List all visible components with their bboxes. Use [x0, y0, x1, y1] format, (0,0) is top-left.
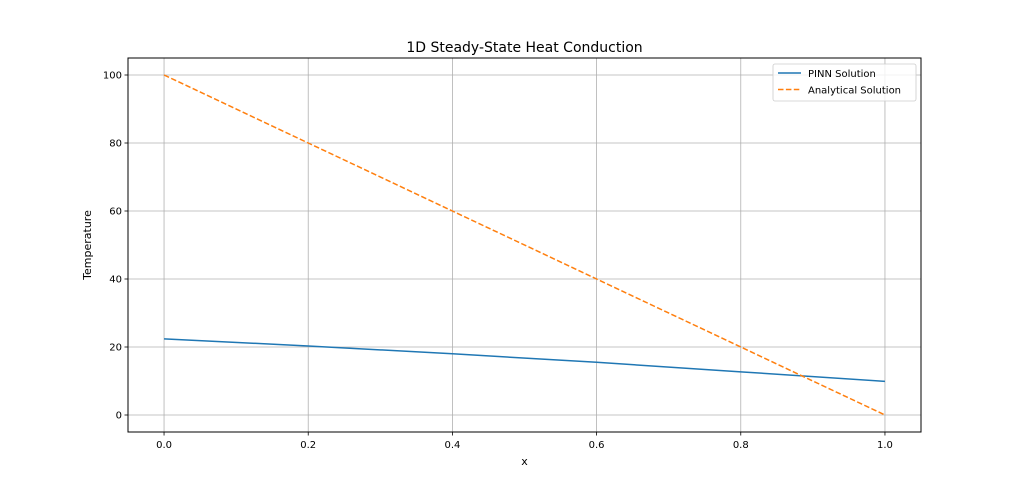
y-tick-label: 0	[116, 411, 122, 422]
y-axis-label: Temperature	[81, 210, 94, 281]
x-tick-label: 1.0	[877, 440, 893, 451]
x-tick-label: 0.0	[156, 440, 172, 451]
series-line-analytical-solution	[163, 74, 886, 416]
legend: PINN Solution Analytical Solution	[772, 63, 917, 102]
plot-frame	[127, 57, 922, 433]
x-tick-label: 0.6	[589, 440, 605, 451]
y-tick-label: 80	[109, 139, 122, 150]
x-tick-label: 0.8	[733, 440, 749, 451]
series-line-pinn-solution	[164, 338, 886, 383]
y-tick-label: 60	[109, 207, 122, 218]
y-tick-label: 40	[109, 275, 122, 286]
legend-label: Analytical Solution	[808, 86, 901, 97]
x-axis-label: x	[521, 455, 528, 468]
series-lines	[163, 74, 886, 416]
y-tick-label: 20	[109, 343, 122, 354]
y-tick-label: 100	[103, 71, 122, 82]
ticks: 0.0 0.2 0.4 0.6 0.8 1.0 0 20 40 60 80 100	[103, 71, 893, 452]
legend-label: PINN Solution	[808, 69, 876, 80]
legend-box	[772, 63, 917, 102]
x-tick-label: 0.4	[444, 440, 460, 451]
chart-title: 1D Steady-State Heat Conduction	[406, 40, 642, 56]
grid	[128, 58, 921, 432]
x-tick-label: 0.2	[300, 440, 316, 451]
